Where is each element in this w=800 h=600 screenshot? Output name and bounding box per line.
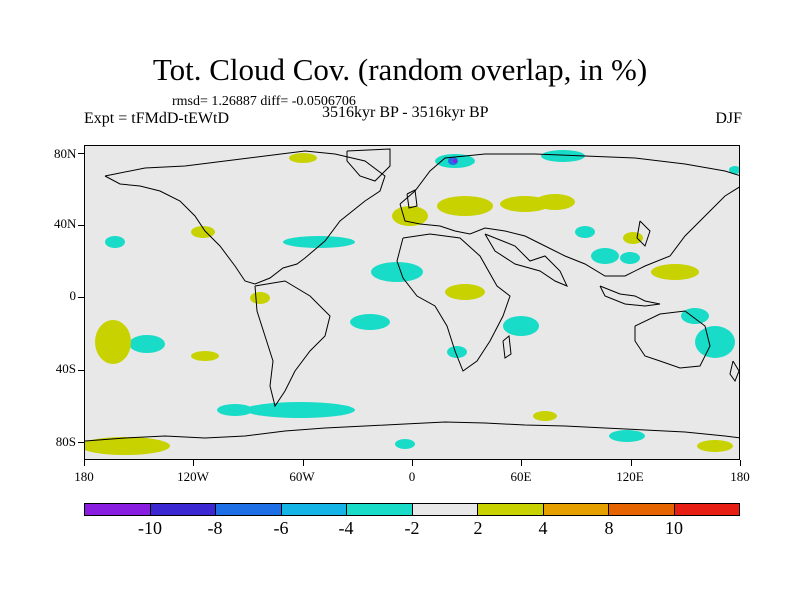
lat-tick xyxy=(78,153,84,154)
lon-label-0: 0 xyxy=(408,469,416,484)
colorbar-label: 4 xyxy=(538,518,548,538)
colorbar-box xyxy=(150,504,216,515)
colorbar-box xyxy=(347,504,413,515)
colorbar-label: 2 xyxy=(473,518,483,538)
colorbar-label: -6 xyxy=(273,518,289,538)
lon-label-180e: 180 xyxy=(730,469,750,484)
lon-tick xyxy=(740,460,741,466)
colorbar-box xyxy=(609,504,675,515)
colorbar xyxy=(84,503,740,516)
coastlines xyxy=(85,148,739,442)
lon-label-180w: 180 xyxy=(74,469,94,484)
lat-label-eq: 0 xyxy=(69,288,77,303)
lon-label-60w: 60W xyxy=(289,469,315,484)
strongest-negative-spots xyxy=(453,159,457,163)
lat-tick xyxy=(78,225,84,226)
lat-tick xyxy=(78,370,84,371)
lat-label-40s: 40S xyxy=(55,361,76,376)
stats-text: rmsd= 1.26887 diff= -0.0506706 xyxy=(172,94,356,109)
colorbar-label: -10 xyxy=(138,518,162,538)
lat-label-40n: 40N xyxy=(54,216,77,231)
lat-label-80n: 80N xyxy=(54,146,77,161)
lon-label-60e: 60E xyxy=(510,469,532,484)
colorbar-label: -4 xyxy=(338,518,354,538)
colorbar-box xyxy=(674,504,739,515)
colorbar-label: -2 xyxy=(404,518,420,538)
colorbar-label: 8 xyxy=(604,518,614,538)
colorbar-label: 10 xyxy=(665,518,683,538)
period-label: 3516kyr BP - 3516kyr BP xyxy=(322,104,489,121)
colorbar-box xyxy=(281,504,347,515)
lon-tick xyxy=(193,460,194,466)
lon-label-120e: 120E xyxy=(616,469,644,484)
season-label: DJF xyxy=(715,110,742,127)
world-map xyxy=(84,145,740,460)
colorbar-box xyxy=(216,504,282,515)
colorbar-box xyxy=(478,504,544,515)
lat-tick xyxy=(78,297,84,298)
colorbar-box xyxy=(543,504,609,515)
lat-label-80s: 80S xyxy=(55,434,76,449)
lon-tick xyxy=(84,460,85,466)
lat-tick xyxy=(78,442,84,443)
lon-tick xyxy=(521,460,522,466)
negative-anomaly-patches xyxy=(105,150,739,449)
lon-tick xyxy=(631,460,632,466)
colorbar-box xyxy=(85,504,151,515)
lon-tick xyxy=(303,460,304,466)
experiment-label: Expt = tFMdD-tEWtD xyxy=(84,110,230,127)
positive-anomaly-patches xyxy=(85,153,733,455)
colorbar-box xyxy=(412,504,478,515)
lon-tick xyxy=(412,460,413,466)
colorbar-label: -8 xyxy=(207,518,223,538)
plot-title: Tot. Cloud Cov. (random overlap, in %) xyxy=(152,52,648,87)
lon-label-120w: 120W xyxy=(177,469,209,484)
map-canvas xyxy=(85,148,739,455)
